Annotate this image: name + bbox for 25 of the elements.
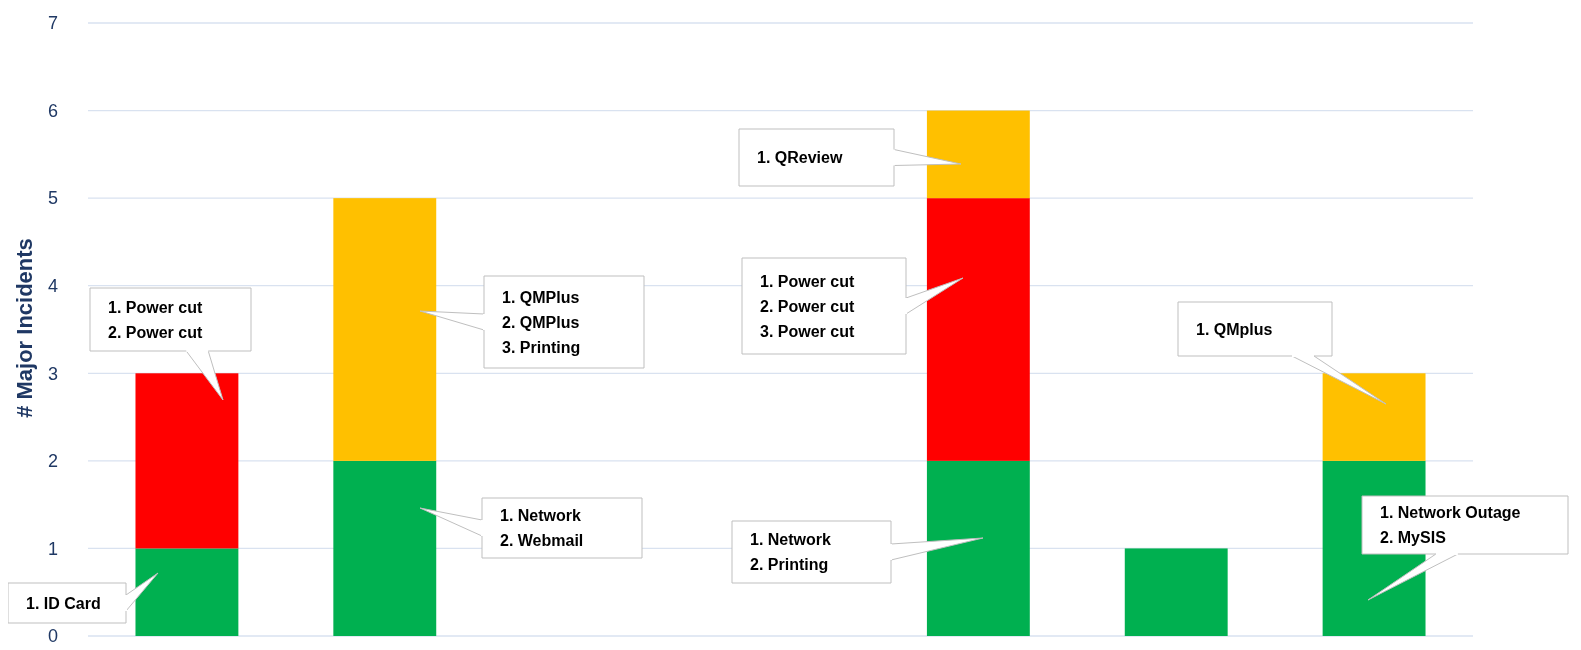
annotation: 1. Network 2. Webmail [500, 507, 584, 550]
annotation: 1. Network Outage 2. MySIS [1380, 504, 1521, 547]
annotation: 1. QReview [757, 149, 843, 167]
y-tick-label: 1 [47, 538, 59, 559]
bar [926, 110, 1030, 199]
bar [1124, 548, 1228, 636]
y-tick-label: 0 [47, 626, 59, 647]
y-tick-label: 7 [47, 13, 59, 34]
bar [135, 548, 239, 636]
annotation: 1. Power cut 2. Power cut [108, 298, 203, 341]
annotation: 1. QMPlus 2. QMPlus 3. Printing [502, 288, 581, 356]
y-tick-label: 4 [47, 276, 59, 297]
y-tick-label: 6 [47, 100, 59, 121]
bar [333, 198, 437, 461]
bar [333, 460, 437, 636]
y-axis-title: # Major Incidents [12, 238, 37, 418]
y-tick-label: 5 [47, 188, 59, 209]
annotation: 1. ID Card [26, 594, 101, 612]
y-tick-label: 3 [47, 363, 59, 384]
annotation: 1. QMplus [1196, 320, 1273, 338]
bar [135, 373, 239, 549]
annotation: 1. Network 2. Printing [750, 531, 832, 574]
y-tick-label: 2 [47, 451, 59, 472]
annotation: 1. Power cut 2. Power cut 3. Power cut [760, 272, 855, 340]
bar [926, 198, 1030, 461]
